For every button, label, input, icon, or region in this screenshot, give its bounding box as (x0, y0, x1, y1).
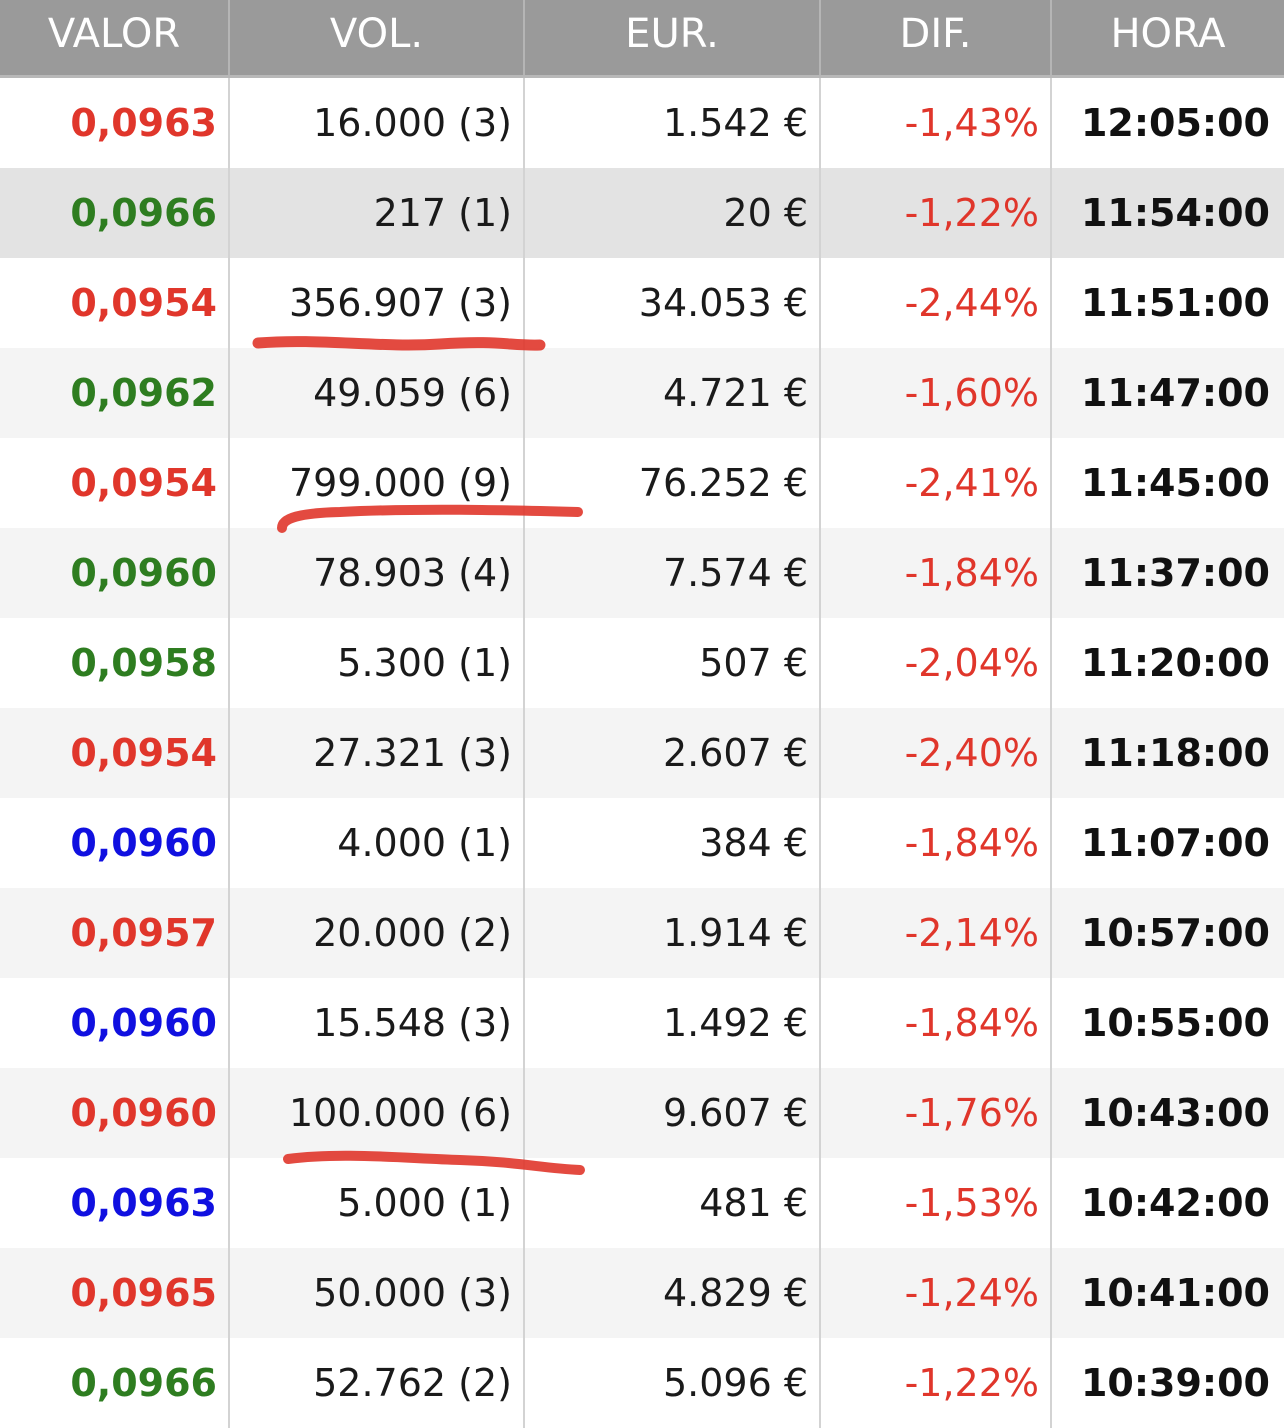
column-header-hora[interactable]: HORA (1110, 11, 1226, 57)
table-row[interactable]: 0,0960 15.548 (3) 1.492 € -1,84% 10:55:00 (0, 978, 1284, 1068)
cell-vol: 16.000 (3) (230, 78, 525, 168)
cell-hora: 10:39:00 (1080, 1361, 1270, 1405)
table-row[interactable]: 0,0963 5.000 (1) 481 € -1,53% 10:42:00 (0, 1158, 1284, 1248)
cell-valor: 0,0966 (0, 168, 230, 258)
cell-eur: 9.607 € (525, 1068, 821, 1158)
cell-dif: -2,04% (821, 618, 1052, 708)
table-row[interactable]: 0,0957 20.000 (2) 1.914 € -2,14% 10:57:00 (0, 888, 1284, 978)
cell-eur: 7.574 € (525, 528, 821, 618)
cell-eur: 4.721 € (525, 348, 821, 438)
column-header-valor[interactable]: VALOR (0, 0, 230, 75)
table-row[interactable]: 0,0965 50.000 (3) 4.829 € -1,24% 10:41:00 (0, 1248, 1284, 1338)
cell-valor: 0,0960 (0, 798, 230, 888)
table-row[interactable]: 0,0954 799.000 (9) 76.252 € -2,41% 11:45:00 (0, 438, 1284, 528)
cell-valor: 0,0965 (0, 1248, 230, 1338)
cell-valor: 0,0960 (0, 1068, 230, 1158)
cell-vol: 5.000 (1) (230, 1158, 525, 1248)
cell-dif: -2,44% (821, 258, 1052, 348)
table-row[interactable]: 0,0960 78.903 (4) 7.574 € -1,84% 11:37:00 (0, 528, 1284, 618)
cell-dif: -1,22% (821, 168, 1052, 258)
cell-dif: -1,53% (821, 1158, 1052, 1248)
cell-vol: 799.000 (9) (230, 438, 525, 528)
cell-valor: 0,0960 (0, 528, 230, 618)
cell-vol: 27.321 (3) (230, 708, 525, 798)
cell-valor: 0,0957 (0, 888, 230, 978)
table-body: 0,0963 16.000 (3) 1.542 € -1,43% 12:05:00 0,0… (0, 78, 1284, 1428)
table-row[interactable]: 0,0954 27.321 (3) 2.607 € -2,40% 11:18:00 (0, 708, 1284, 798)
table-row[interactable]: 0,0966 52.762 (2) 5.096 € -1,22% 10:39:00 (0, 1338, 1284, 1428)
cell-valor: 0,0960 (0, 978, 230, 1068)
cell-eur: 34.053 € (525, 258, 821, 348)
cell-dif: -1,60% (821, 348, 1052, 438)
cell-vol: 78.903 (4) (230, 528, 525, 618)
cell-dif: -1,43% (821, 78, 1052, 168)
table-row[interactable]: 0,0962 49.059 (6) 4.721 € -1,60% 11:47:00 (0, 348, 1284, 438)
cell-dif: -1,76% (821, 1068, 1052, 1158)
cell-valor: 0,0954 (0, 708, 230, 798)
cell-eur: 384 € (525, 798, 821, 888)
cell-vol: 15.548 (3) (230, 978, 525, 1068)
table-row[interactable]: 0,0960 100.000 (6) 9.607 € -1,76% 10:43:00 (0, 1068, 1284, 1158)
table-row[interactable]: 0,0963 16.000 (3) 1.542 € -1,43% 12:05:00 (0, 78, 1284, 168)
cell-hora: 11:18:00 (1080, 731, 1270, 775)
cell-dif: -1,84% (821, 798, 1052, 888)
cell-eur: 76.252 € (525, 438, 821, 528)
cell-vol: 52.762 (2) (230, 1338, 525, 1428)
cell-hora: 11:51:00 (1080, 281, 1270, 325)
cell-dif: -2,14% (821, 888, 1052, 978)
cell-vol: 217 (1) (230, 168, 525, 258)
cell-hora: 10:55:00 (1080, 1001, 1270, 1045)
cell-vol: 100.000 (6) (230, 1068, 525, 1158)
cell-hora: 10:41:00 (1080, 1271, 1270, 1315)
cell-hora: 10:42:00 (1080, 1181, 1270, 1225)
cell-eur: 2.607 € (525, 708, 821, 798)
cell-dif: -1,84% (821, 978, 1052, 1068)
cell-hora: 10:43:00 (1080, 1091, 1270, 1135)
cell-hora: 11:45:00 (1080, 461, 1270, 505)
cell-hora: 11:54:00 (1080, 191, 1270, 235)
cell-valor: 0,0954 (0, 438, 230, 528)
cell-eur: 20 € (525, 168, 821, 258)
cell-valor: 0,0963 (0, 78, 230, 168)
cell-valor: 0,0966 (0, 1338, 230, 1428)
cell-valor: 0,0962 (0, 348, 230, 438)
cell-eur: 1.492 € (525, 978, 821, 1068)
cell-hora: 11:20:00 (1080, 641, 1270, 685)
table-header: VALOR VOL. EUR. DIF. HORA (0, 0, 1284, 78)
cell-hora: 10:57:00 (1080, 911, 1270, 955)
cell-vol: 20.000 (2) (230, 888, 525, 978)
cell-vol: 50.000 (3) (230, 1248, 525, 1338)
cell-dif: -1,22% (821, 1338, 1052, 1428)
cell-eur: 481 € (525, 1158, 821, 1248)
cell-eur: 5.096 € (525, 1338, 821, 1428)
cell-hora: 12:05:00 (1080, 101, 1270, 145)
cell-valor: 0,0954 (0, 258, 230, 348)
cell-hora: 11:37:00 (1080, 551, 1270, 595)
cell-eur: 1.914 € (525, 888, 821, 978)
cell-vol: 49.059 (6) (230, 348, 525, 438)
table-row[interactable]: 0,0960 4.000 (1) 384 € -1,84% 11:07:00 (0, 798, 1284, 888)
table-row[interactable]: 0,0966 217 (1) 20 € -1,22% 11:54:00 (0, 168, 1284, 258)
cell-valor: 0,0963 (0, 1158, 230, 1248)
cell-eur: 507 € (525, 618, 821, 708)
cell-hora: 11:47:00 (1080, 371, 1270, 415)
table-row[interactable]: 0,0958 5.300 (1) 507 € -2,04% 11:20:00 (0, 618, 1284, 708)
cell-eur: 4.829 € (525, 1248, 821, 1338)
cell-dif: -1,84% (821, 528, 1052, 618)
column-header-eur[interactable]: EUR. (525, 0, 821, 75)
cell-vol: 4.000 (1) (230, 798, 525, 888)
cell-dif: -2,40% (821, 708, 1052, 798)
cell-dif: -1,24% (821, 1248, 1052, 1338)
cell-dif: -2,41% (821, 438, 1052, 528)
column-header-vol[interactable]: VOL. (230, 0, 525, 75)
cell-hora: 11:07:00 (1080, 821, 1270, 865)
column-header-dif[interactable]: DIF. (821, 0, 1052, 75)
cell-valor: 0,0958 (0, 618, 230, 708)
table-row[interactable]: 0,0954 356.907 (3) 34.053 € -2,44% 11:51:00 (0, 258, 1284, 348)
cell-eur: 1.542 € (525, 78, 821, 168)
cell-vol: 5.300 (1) (230, 618, 525, 708)
cell-vol: 356.907 (3) (230, 258, 525, 348)
